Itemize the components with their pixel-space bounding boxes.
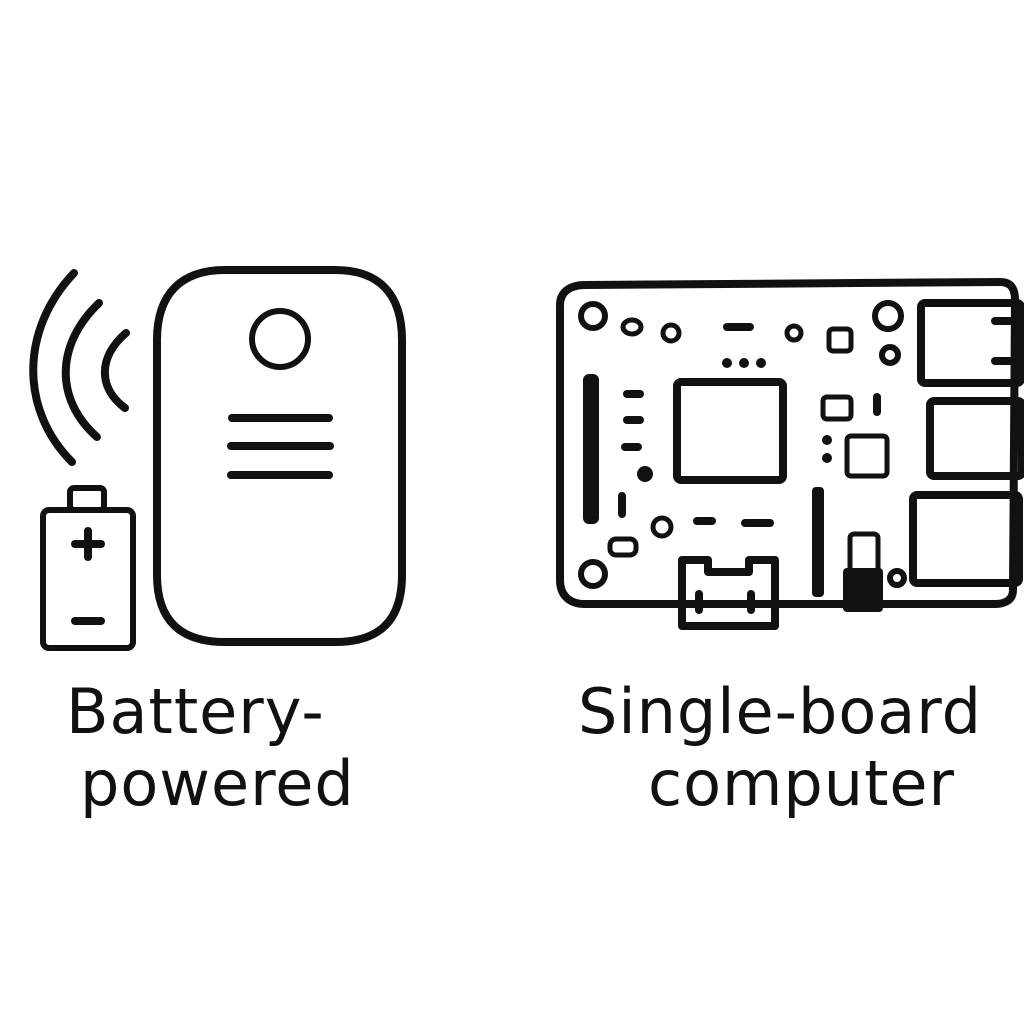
wireless-signal-icon (29, 269, 130, 466)
battery-icon (40, 485, 136, 651)
single-board-computer-panel: Single-board computer (556, 278, 1024, 820)
battery-powered-label-line-2: powered (80, 747, 355, 820)
battery-powered-panel: Battery- powered (29, 266, 406, 820)
single-board-computer-label-line-1: Single-board (578, 675, 982, 748)
single-board-computer-label-line-2: computer (648, 747, 955, 820)
sensor-device-icon (153, 266, 406, 646)
circuit-board-icon (556, 278, 1024, 630)
battery-powered-label-line-1: Battery- (66, 675, 325, 748)
